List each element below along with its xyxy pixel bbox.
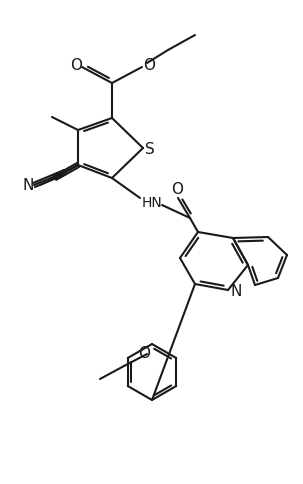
Text: N: N — [22, 178, 34, 193]
Text: HN: HN — [142, 196, 162, 210]
Text: N: N — [230, 285, 242, 300]
Text: O: O — [70, 58, 82, 73]
Text: S: S — [145, 141, 155, 156]
Text: O: O — [171, 182, 183, 197]
Text: O: O — [138, 346, 150, 361]
Text: O: O — [143, 59, 155, 74]
